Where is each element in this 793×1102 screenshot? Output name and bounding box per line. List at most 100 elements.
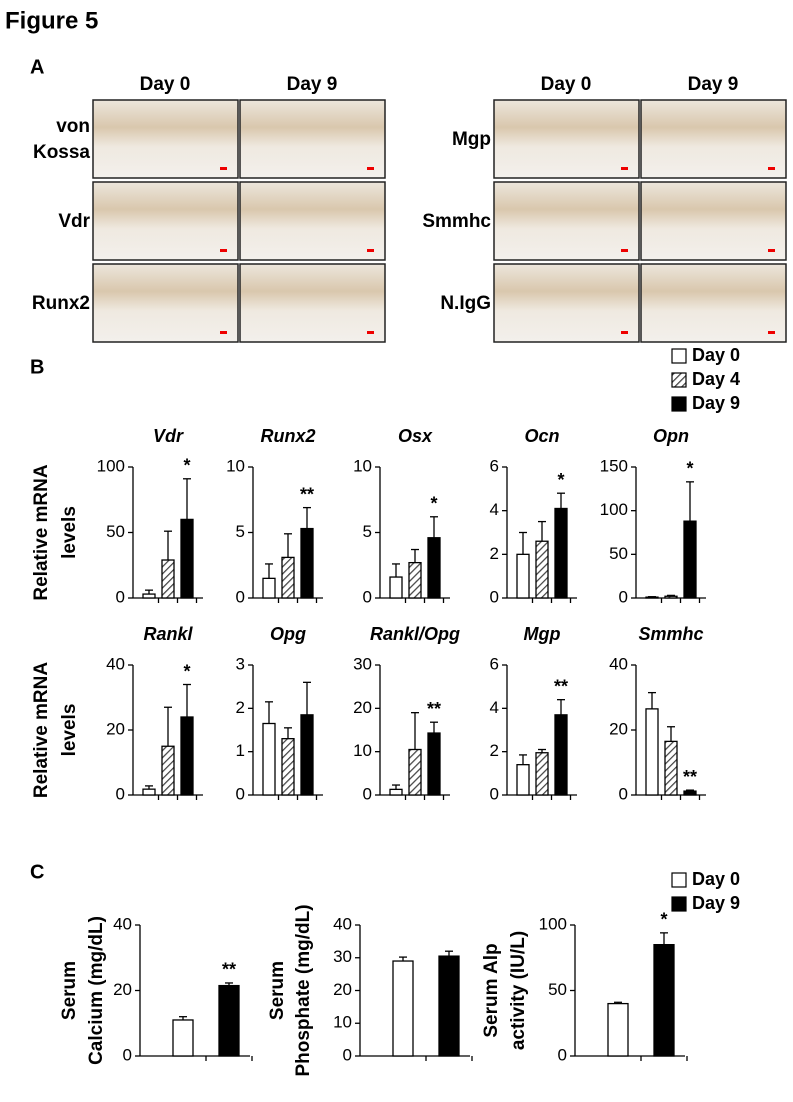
column-header: Day 9	[287, 74, 338, 95]
y-tick-label: 0	[490, 587, 499, 606]
bar	[262, 722, 276, 796]
bar	[683, 790, 697, 796]
y-tick-label: 50	[548, 980, 567, 999]
y-tick-label: 40	[113, 914, 132, 933]
legend-label: Day 0	[692, 345, 740, 365]
bar	[180, 716, 194, 796]
scale-bar	[768, 249, 775, 252]
chart-title: Rankl/Opg	[370, 624, 460, 644]
scale-bar	[768, 331, 775, 334]
bar	[281, 556, 295, 599]
chart-title: Vdr	[153, 426, 184, 446]
significance-mark: *	[686, 459, 693, 479]
micrograph	[640, 263, 787, 343]
y-tick-label: 0	[343, 1045, 352, 1064]
legend-swatch	[671, 872, 687, 888]
y-tick-label: 2	[236, 698, 245, 717]
bar	[262, 577, 276, 599]
scale-bar	[621, 167, 628, 170]
micrograph	[640, 99, 787, 179]
y-tick-label: 30	[353, 654, 372, 673]
y-tick-label: 100	[600, 500, 628, 519]
bar	[300, 527, 314, 599]
micrograph	[92, 181, 239, 261]
y-tick-label: 40	[609, 654, 628, 673]
micrograph	[640, 181, 787, 261]
chart-title: Ocn	[524, 426, 559, 446]
chart-title: Rankl	[143, 624, 193, 644]
bar	[535, 752, 549, 796]
y-tick-label: 6	[490, 654, 499, 673]
y-tick-label: 4	[490, 500, 499, 519]
micrograph	[239, 99, 386, 179]
micrographs	[92, 99, 787, 343]
row-label: Mgp	[452, 129, 491, 150]
legend-swatch	[671, 372, 687, 388]
scale-bar	[367, 167, 374, 170]
y-tick-label: 5	[236, 522, 245, 541]
significance-mark: *	[557, 470, 564, 490]
micrograph	[493, 263, 640, 343]
significance-mark: *	[660, 910, 667, 930]
legend-swatch	[671, 396, 687, 412]
y-axis-label: Phosphate (mg/dL)	[293, 904, 314, 1076]
y-axis-label: Serum	[267, 961, 288, 1020]
y-tick-label: 3	[236, 654, 245, 673]
panel-label: A	[30, 56, 44, 78]
y-tick-label: 100	[97, 456, 125, 475]
significance-mark: **	[683, 767, 697, 787]
y-axis-label: Serum Alp	[481, 943, 502, 1037]
scale-bar	[621, 249, 628, 252]
scale-bar	[220, 167, 227, 170]
bar	[408, 748, 422, 796]
chart-title: Runx2	[260, 426, 315, 446]
chart-title: Osx	[398, 426, 433, 446]
y-tick-label: 0	[619, 587, 628, 606]
y-tick-label: 10	[353, 456, 372, 475]
chart-title: Smmhc	[638, 624, 703, 644]
significance-mark: **	[222, 960, 236, 980]
bar	[516, 553, 530, 599]
micrograph	[239, 263, 386, 343]
y-tick-label: 0	[116, 587, 125, 606]
y-tick-label: 0	[363, 587, 372, 606]
y-tick-label: 0	[236, 587, 245, 606]
bar	[218, 984, 240, 1057]
y-tick-label: 150	[600, 456, 628, 475]
bar	[645, 596, 659, 599]
panel-label: B	[30, 356, 44, 378]
y-tick-label: 6	[490, 456, 499, 475]
bar	[180, 518, 194, 599]
bar	[554, 714, 568, 796]
y-axis-label: Serum	[59, 961, 80, 1020]
bar	[389, 576, 403, 599]
significance-mark: *	[430, 494, 437, 514]
micrograph	[239, 181, 386, 261]
bar	[683, 520, 697, 599]
column-header: Day 9	[688, 74, 739, 95]
row-label: von	[56, 116, 90, 137]
y-tick-label: 10	[226, 456, 245, 475]
y-tick-label: 0	[123, 1045, 132, 1064]
bar	[300, 714, 314, 796]
legend-label: Day 4	[692, 369, 740, 389]
y-tick-label: 0	[619, 784, 628, 803]
significance-mark: **	[300, 484, 314, 504]
bar	[664, 595, 678, 599]
scale-bar	[367, 249, 374, 252]
y-tick-label: 20	[609, 719, 628, 738]
bar	[142, 788, 156, 796]
micrograph	[92, 99, 239, 179]
y-tick-label: 100	[539, 914, 567, 933]
y-axis-label: Relative mRNA	[31, 464, 52, 600]
chart-title: Opg	[270, 624, 306, 644]
bar	[664, 740, 678, 796]
y-tick-label: 4	[490, 698, 499, 717]
chart-title: Mgp	[524, 624, 561, 644]
legend-label: Day 0	[692, 869, 740, 889]
bar	[554, 507, 568, 599]
y-tick-label: 50	[609, 544, 628, 563]
y-tick-label: 20	[113, 980, 132, 999]
micrograph	[493, 181, 640, 261]
